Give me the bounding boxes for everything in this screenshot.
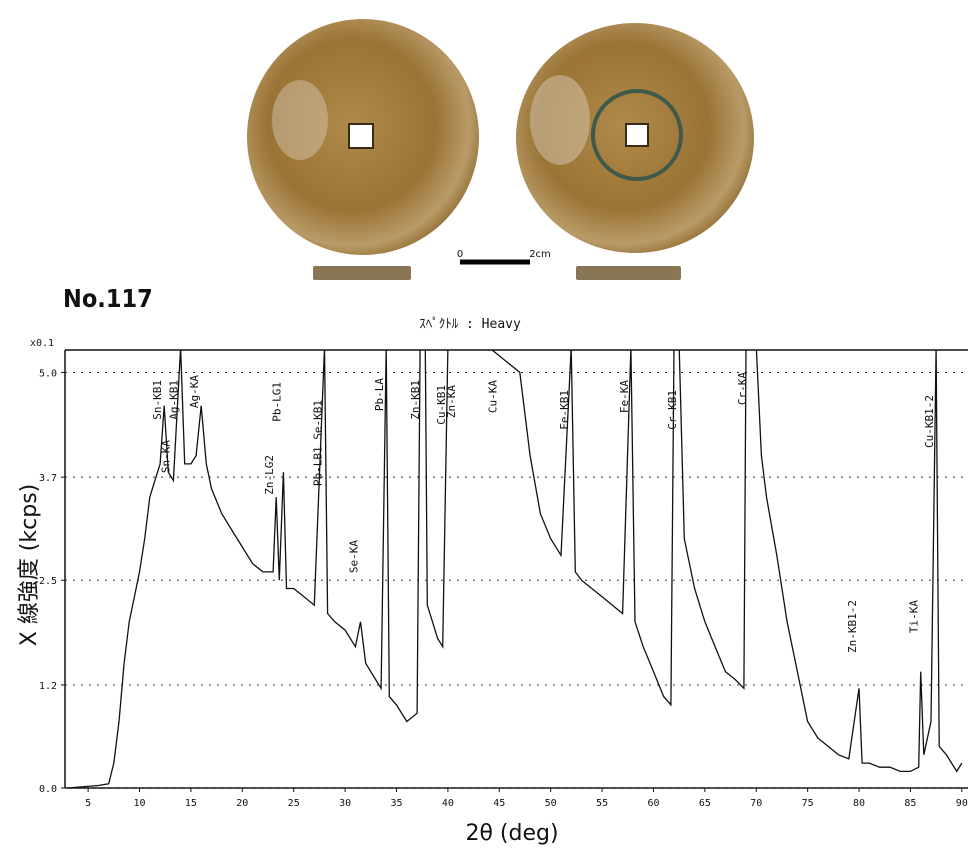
peak-label: Cu-KA bbox=[486, 380, 499, 413]
peak-label: Pb-LB1 Se-KB1 bbox=[312, 400, 325, 486]
x-tick-label: 20 bbox=[236, 798, 248, 809]
y-tick-label: 2.5 bbox=[39, 576, 57, 587]
x-tick-label: 85 bbox=[904, 798, 916, 809]
peak-label: Cu-KB1 bbox=[435, 385, 448, 425]
peak-label: Ag-KB1 bbox=[168, 380, 181, 420]
y-tick-label: 0.0 bbox=[39, 784, 57, 795]
peak-label: Cu-KB1-2 bbox=[923, 395, 936, 448]
chart-title: ｽﾍﾟｸﾄﾙ : Heavy bbox=[419, 317, 521, 332]
y-tick-label: 1.2 bbox=[39, 681, 57, 692]
plot: 0.0 1.2 2.5 3.7 5.0 5 10 15 20 25 30 35 40 45 50 55 60 65… bbox=[39, 350, 968, 809]
x-tick-label: 75 bbox=[802, 798, 814, 809]
peak-label: Cr-KB1 bbox=[666, 390, 679, 430]
peak-label: Cr-KA bbox=[736, 372, 749, 405]
figure-label: No.117 bbox=[63, 284, 153, 313]
x-tick-label: 5 bbox=[85, 798, 91, 809]
peak-label: Fe-KB1 bbox=[558, 390, 571, 430]
peak-label: Pb-LA bbox=[373, 378, 386, 411]
x-tick-label: 50 bbox=[545, 798, 557, 809]
multiplier-label: x0.1 bbox=[30, 338, 54, 349]
peak-label: Fe-KA bbox=[618, 380, 631, 413]
y-tick-label: 3.7 bbox=[39, 473, 57, 484]
peak-label: Sn-KA bbox=[159, 440, 172, 473]
x-tick-label: 30 bbox=[339, 798, 351, 809]
coin-edge bbox=[313, 266, 411, 280]
x-tick-label: 35 bbox=[390, 798, 402, 809]
x-tick-label: 90 bbox=[956, 798, 968, 809]
peak-label: Ag-KA bbox=[188, 375, 201, 408]
y-axis-label: X 線強度 (kcps) bbox=[17, 484, 42, 647]
coin-edge bbox=[576, 266, 681, 280]
peak-label: Zn-KB1 bbox=[409, 380, 422, 420]
scale-start: 0 bbox=[457, 249, 463, 260]
peak-label: Zn-KA bbox=[445, 385, 458, 418]
peak-label: Zn-KB1-2 bbox=[846, 600, 859, 653]
peak-label: Pb-LG1 bbox=[270, 382, 283, 422]
x-tick-label: 10 bbox=[133, 798, 145, 809]
x-tick-label: 45 bbox=[493, 798, 505, 809]
x-tick-label: 15 bbox=[185, 798, 197, 809]
peak-label: Zn-LG2 bbox=[263, 455, 276, 495]
x-tick-label: 70 bbox=[750, 798, 762, 809]
peak-label: Sn-KB1 bbox=[151, 380, 164, 420]
x-tick-label: 80 bbox=[853, 798, 865, 809]
peak-label: Se-KA bbox=[348, 540, 361, 573]
y-tick-label: 5.0 bbox=[39, 368, 57, 379]
x-tick-label: 40 bbox=[442, 798, 454, 809]
x-tick-label: 60 bbox=[647, 798, 659, 809]
scale-end: 2cm bbox=[529, 249, 551, 260]
spectrum-line bbox=[67, 350, 963, 788]
peak-label: Ti-KA bbox=[908, 600, 921, 633]
coin-reverse bbox=[516, 23, 754, 253]
x-tick-label: 65 bbox=[699, 798, 711, 809]
x-axis-label: 2θ (deg) bbox=[465, 821, 558, 846]
x-tick-label: 25 bbox=[288, 798, 300, 809]
x-tick-label: 55 bbox=[596, 798, 608, 809]
coin-obverse bbox=[247, 19, 479, 255]
